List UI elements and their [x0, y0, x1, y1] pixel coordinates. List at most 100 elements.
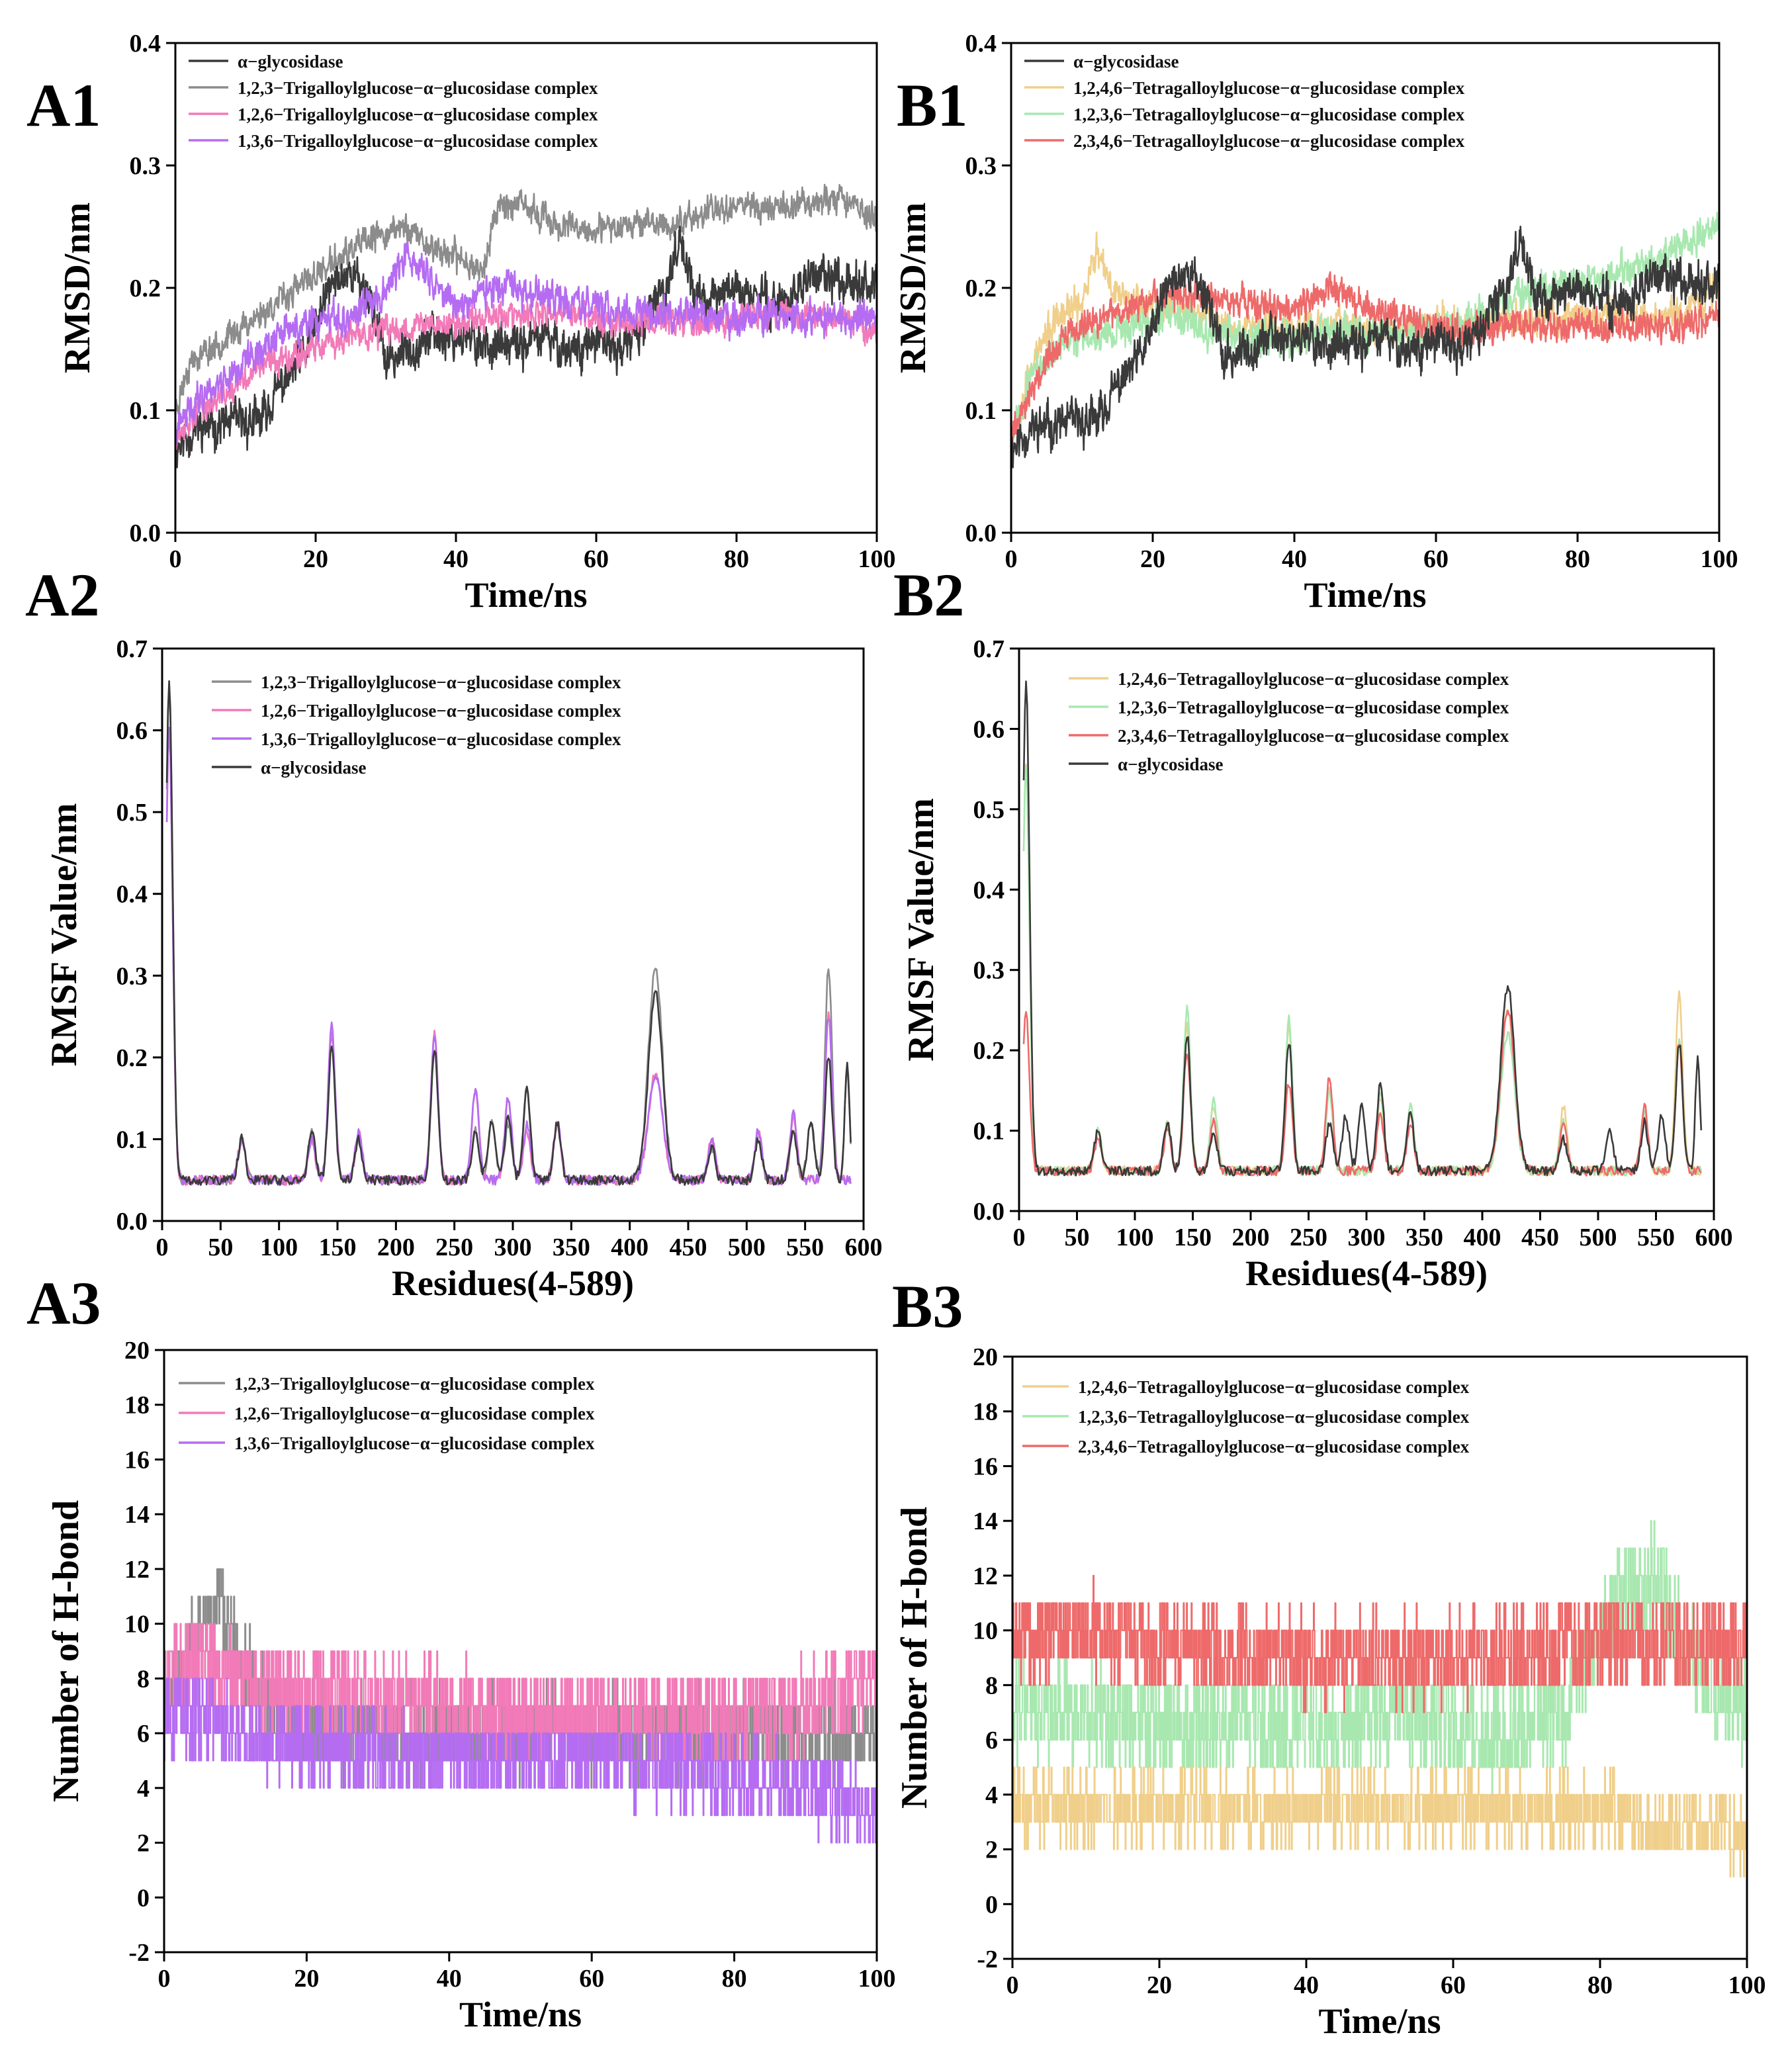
x-tick-label: 0 — [158, 1965, 171, 1993]
y-tick-label: 8 — [137, 1665, 150, 1693]
x-tick-label: 20 — [1140, 545, 1165, 573]
x-tick-label: 80 — [722, 1965, 747, 1993]
y-axis-title: RMSF Value/nm — [44, 803, 85, 1067]
plot-frame — [163, 1349, 878, 1954]
x-axis-title: Residues(4-589) — [392, 1263, 634, 1303]
panel-label-a1: A1 — [26, 71, 101, 139]
x-tick-label: 550 — [1637, 1224, 1675, 1251]
x-tick-label: 0 — [156, 1234, 169, 1261]
y-tick-label: 0.7 — [116, 635, 148, 663]
y-tick-label: 0.3 — [973, 957, 1005, 985]
x-tick-label: 40 — [1294, 1971, 1319, 1999]
series-group — [1011, 211, 1719, 469]
y-tick-label: 0.2 — [130, 275, 161, 302]
x-tick-label: 50 — [1065, 1224, 1090, 1251]
legend-entry: 2,3,4,6−Tetragalloylglucose−α−glucosidas… — [1078, 1437, 1470, 1457]
y-tick-label: 20 — [973, 1343, 998, 1371]
x-axis-title: Time/ns — [1318, 2001, 1441, 2041]
y-tick-label: -2 — [977, 1946, 998, 1973]
y-tick-label: 0.5 — [973, 796, 1005, 824]
x-tick-label: 150 — [1174, 1224, 1212, 1251]
x-tick-label: 0 — [1006, 1971, 1019, 1999]
y-tick-label: 0.3 — [130, 152, 161, 180]
series-group — [1012, 1520, 1747, 1877]
x-tick-label: 550 — [786, 1234, 824, 1261]
x-tick-label: 40 — [437, 1965, 462, 1993]
chart-a2: 0 50 100 150 200 250 300 350 400 450 500 550 600 0.0 0… — [25, 561, 883, 1303]
x-axis-title: Time/ns — [1304, 575, 1426, 615]
series-group — [175, 183, 877, 469]
series-line-1 — [175, 183, 877, 417]
legend: 1,2,4,6−Tetragalloylglucose−α−glucosidas… — [1022, 1377, 1470, 1457]
x-tick-label: 100 — [858, 1965, 896, 1993]
x-tick-label: 400 — [1464, 1224, 1501, 1251]
legend-entry: 1,2,6−Trigalloylglucose−α−glucosidase co… — [234, 1404, 595, 1423]
x-tick-label: 100 — [1701, 545, 1738, 573]
series-line-0 — [1011, 225, 1719, 469]
x-tick-label: 20 — [1147, 1971, 1172, 1999]
series-line-0 — [175, 225, 877, 469]
panel-label-a2: A2 — [25, 561, 99, 629]
y-tick-label: 0.0 — [965, 519, 997, 547]
y-tick-label: 6 — [985, 1727, 998, 1754]
series-line-2 — [164, 1678, 877, 1844]
legend-entry: α−glycosidase — [261, 758, 366, 778]
x-tick-label: 60 — [1441, 1971, 1466, 1999]
legend-entry: 1,2,4,6−Tetragalloylglucose−α−glucosidas… — [1073, 78, 1465, 98]
series-line-3 — [165, 680, 852, 1186]
x-axis-title: Time/ns — [465, 575, 587, 615]
chart-b1: 0 20 40 60 80 100 0.0 0.1 0.2 0.3 0.4 Time/ns RMSD/n… — [893, 30, 1738, 615]
y-tick-label: 2 — [137, 1830, 150, 1858]
y-tick-label: 20 — [124, 1337, 150, 1365]
x-tick-label: 0 — [1013, 1224, 1026, 1251]
y-tick-label: 14 — [973, 1508, 998, 1535]
y-axis-title: Number of H-bond — [46, 1500, 87, 1802]
x-tick-label: 200 — [1232, 1224, 1270, 1251]
y-tick-label: 2 — [985, 1836, 998, 1864]
x-tick-label: 20 — [294, 1965, 319, 1993]
legend-entry: 2,3,4,6−Tetragalloylglucose−α−glucosidas… — [1073, 131, 1465, 151]
y-tick-label: 10 — [973, 1617, 998, 1645]
y-tick-label: 16 — [124, 1446, 150, 1474]
y-tick-label: 0.5 — [116, 799, 148, 827]
x-tick-label: 500 — [728, 1234, 766, 1261]
chart-a3: 0 20 40 60 80 100 -2 0 2 4 6 8 10 12 14 16 18 20 Time/ns Nu… — [26, 1269, 896, 2034]
x-axis-title: Residues(4-589) — [1245, 1253, 1488, 1293]
chart-b2: 0 50 100 150 200 250 300 350 400 450 500 550 600 0.0 0… — [893, 561, 1733, 1293]
legend-entry: 1,2,6−Trigalloylglucose−α−glucosidase co… — [261, 701, 621, 721]
series-line-2 — [1012, 1574, 1747, 1713]
panel-label-b2: B2 — [893, 561, 964, 629]
x-tick-label: 100 — [260, 1234, 298, 1261]
legend-entry: α−glycosidase — [1118, 754, 1223, 774]
y-axis-title: Number of H-bond — [894, 1507, 935, 1809]
x-tick-label: 60 — [1423, 545, 1449, 573]
legend-entry: 1,3,6−Trigalloylglucose−α−glucosidase co… — [238, 131, 598, 151]
y-tick-label: 4 — [137, 1775, 150, 1803]
legend-entry: 2,3,4,6−Tetragalloylglucose−α−glucosidas… — [1118, 726, 1509, 746]
y-tick-label: 0.0 — [973, 1198, 1005, 1226]
legend: 1,2,4,6−Tetragalloylglucose−α−glucosidas… — [1069, 669, 1509, 774]
y-tick-label: 4 — [985, 1781, 998, 1809]
x-tick-label: 200 — [377, 1234, 415, 1261]
panel-label-b1: B1 — [897, 71, 967, 139]
legend-entry: 1,2,3,6−Tetragalloylglucose−α−glucosidas… — [1078, 1407, 1470, 1427]
legend: α−glycosidase 1,2,4,6−Tetragalloylglucose… — [1024, 52, 1465, 151]
legend-entry: 1,2,3,6−Tetragalloylglucose−α−glucosidas… — [1073, 105, 1465, 124]
y-tick-label: 0.1 — [130, 397, 161, 425]
y-tick-label: 0 — [137, 1884, 150, 1912]
y-tick-label: 0.2 — [116, 1044, 148, 1072]
legend-entry: 1,2,6−Trigalloylglucose−α−glucosidase co… — [238, 105, 598, 124]
series-group — [164, 1568, 877, 1844]
y-tick-label: 14 — [124, 1501, 150, 1529]
y-tick-label: 0.2 — [973, 1037, 1005, 1065]
x-tick-label: 40 — [1282, 545, 1307, 573]
x-tick-label: 60 — [579, 1965, 604, 1993]
y-tick-label: 0.4 — [965, 30, 997, 58]
legend-entry: 1,2,3−Trigalloylglucose−α−glucosidase co… — [238, 78, 598, 98]
legend-entry: α−glycosidase — [1073, 52, 1179, 71]
x-tick-label: 300 — [1348, 1224, 1386, 1251]
y-tick-label: 0.1 — [965, 397, 997, 425]
legend-entry: 1,2,3,6−Tetragalloylglucose−α−glucosidas… — [1118, 698, 1509, 717]
series-group — [1022, 680, 1703, 1177]
